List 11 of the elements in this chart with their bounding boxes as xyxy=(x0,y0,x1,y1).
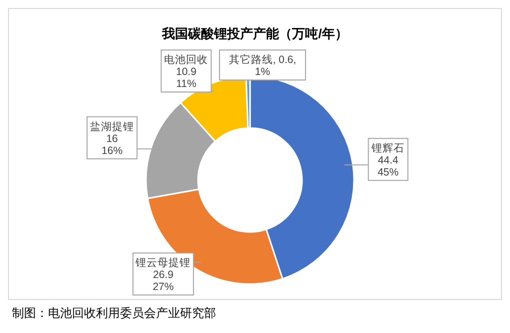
text: 制图：电池回收利用委员会产业研究部 xyxy=(12,306,216,320)
data-label: 26.9 27% xyxy=(152,269,174,293)
chart-title: 我国碳酸锂投产产能（万吨/年） xyxy=(161,26,348,41)
data-label: 10.9 11% xyxy=(176,66,197,90)
slice-label: 其它路线, 0.6, 1% xyxy=(228,53,296,78)
slice-label: 锂云母提锂 xyxy=(134,257,191,269)
data-label: 16 16% xyxy=(102,132,123,157)
slice-label: 锂辉石 xyxy=(370,142,405,154)
slice-label: 盐湖提锂 xyxy=(90,120,134,133)
slice-label: 电池回收 xyxy=(164,53,208,66)
data-label: 44.4 45% xyxy=(378,154,399,178)
